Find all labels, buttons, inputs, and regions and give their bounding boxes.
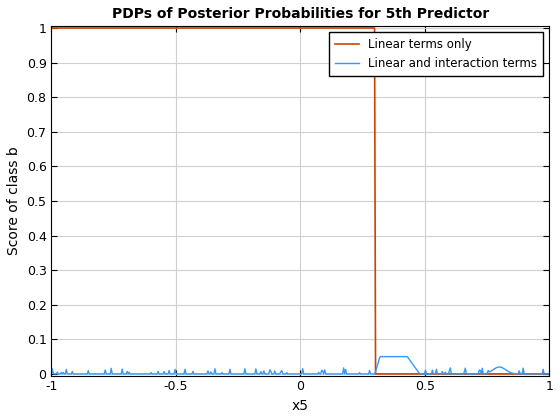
Linear terms only [344, 26, 351, 31]
Legend: Linear terms only, Linear and interaction terms: Linear terms only, Linear and interactio… [329, 32, 543, 76]
Y-axis label: Score of class b: Score of class b [7, 147, 21, 255]
Linear and interaction terms [457, 371, 464, 376]
Linear and interaction terms [48, 371, 55, 376]
Linear terms only [372, 371, 379, 376]
Title: PDPs of Posterior Probabilities for 5th Predictor: PDPs of Posterior Probabilities for 5th … [111, 7, 489, 21]
Linear terms only [535, 371, 542, 376]
Linear terms only [287, 26, 294, 31]
Linear terms only [318, 26, 324, 31]
Linear and interaction terms [287, 371, 294, 376]
Linear and interaction terms [284, 371, 291, 376]
Line: Linear and interaction terms: Linear and interaction terms [52, 357, 549, 374]
Linear terms only [48, 26, 55, 31]
X-axis label: x5: x5 [292, 399, 309, 413]
Linear and interaction terms [377, 354, 384, 359]
Line: Linear terms only: Linear terms only [52, 28, 549, 374]
Linear and interaction terms [344, 371, 351, 376]
Linear and interaction terms [546, 371, 553, 376]
Linear terms only [284, 26, 291, 31]
Linear and interaction terms [535, 371, 542, 376]
Linear and interaction terms [318, 371, 324, 376]
Linear terms only [546, 371, 553, 376]
Linear terms only [457, 371, 464, 376]
